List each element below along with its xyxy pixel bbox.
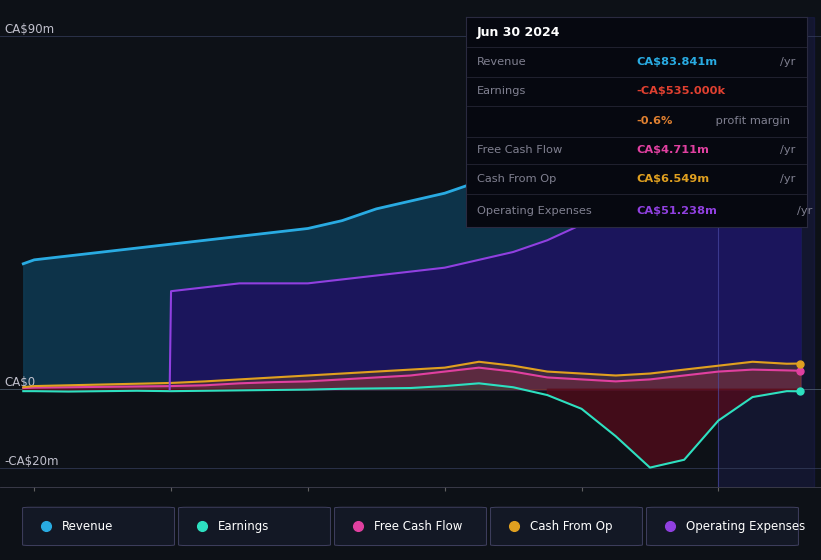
Text: Jun 30 2024: Jun 30 2024 [476,26,560,39]
FancyBboxPatch shape [491,507,643,545]
Text: /yr: /yr [780,57,796,67]
Bar [718,17,814,487]
FancyBboxPatch shape [178,507,330,545]
Text: CA$90m: CA$90m [4,24,54,36]
FancyBboxPatch shape [335,507,487,545]
Text: Free Cash Flow: Free Cash Flow [374,520,462,533]
Text: Free Cash Flow: Free Cash Flow [476,145,562,155]
FancyBboxPatch shape [22,507,174,545]
Text: CA$51.238m: CA$51.238m [637,206,718,216]
Text: /yr: /yr [780,174,796,184]
Text: Earnings: Earnings [476,86,526,96]
Text: Operating Expenses: Operating Expenses [476,206,591,216]
Text: Operating Expenses: Operating Expenses [686,520,805,533]
Text: -0.6%: -0.6% [637,116,673,126]
Text: Revenue: Revenue [62,520,113,533]
Text: /yr: /yr [780,145,796,155]
Text: CA$4.711m: CA$4.711m [637,145,709,155]
Text: profit margin: profit margin [712,116,790,126]
FancyBboxPatch shape [647,507,798,545]
Text: CA$6.549m: CA$6.549m [637,174,710,184]
Text: /yr: /yr [797,206,812,216]
Text: CA$83.841m: CA$83.841m [637,57,718,67]
Text: -CA$20m: -CA$20m [4,455,58,468]
Text: Cash From Op: Cash From Op [530,520,612,533]
Text: CA$0: CA$0 [4,376,35,389]
Text: Cash From Op: Cash From Op [476,174,556,184]
Text: Revenue: Revenue [476,57,526,67]
Text: Earnings: Earnings [218,520,269,533]
Text: -CA$535.000k: -CA$535.000k [637,86,726,96]
